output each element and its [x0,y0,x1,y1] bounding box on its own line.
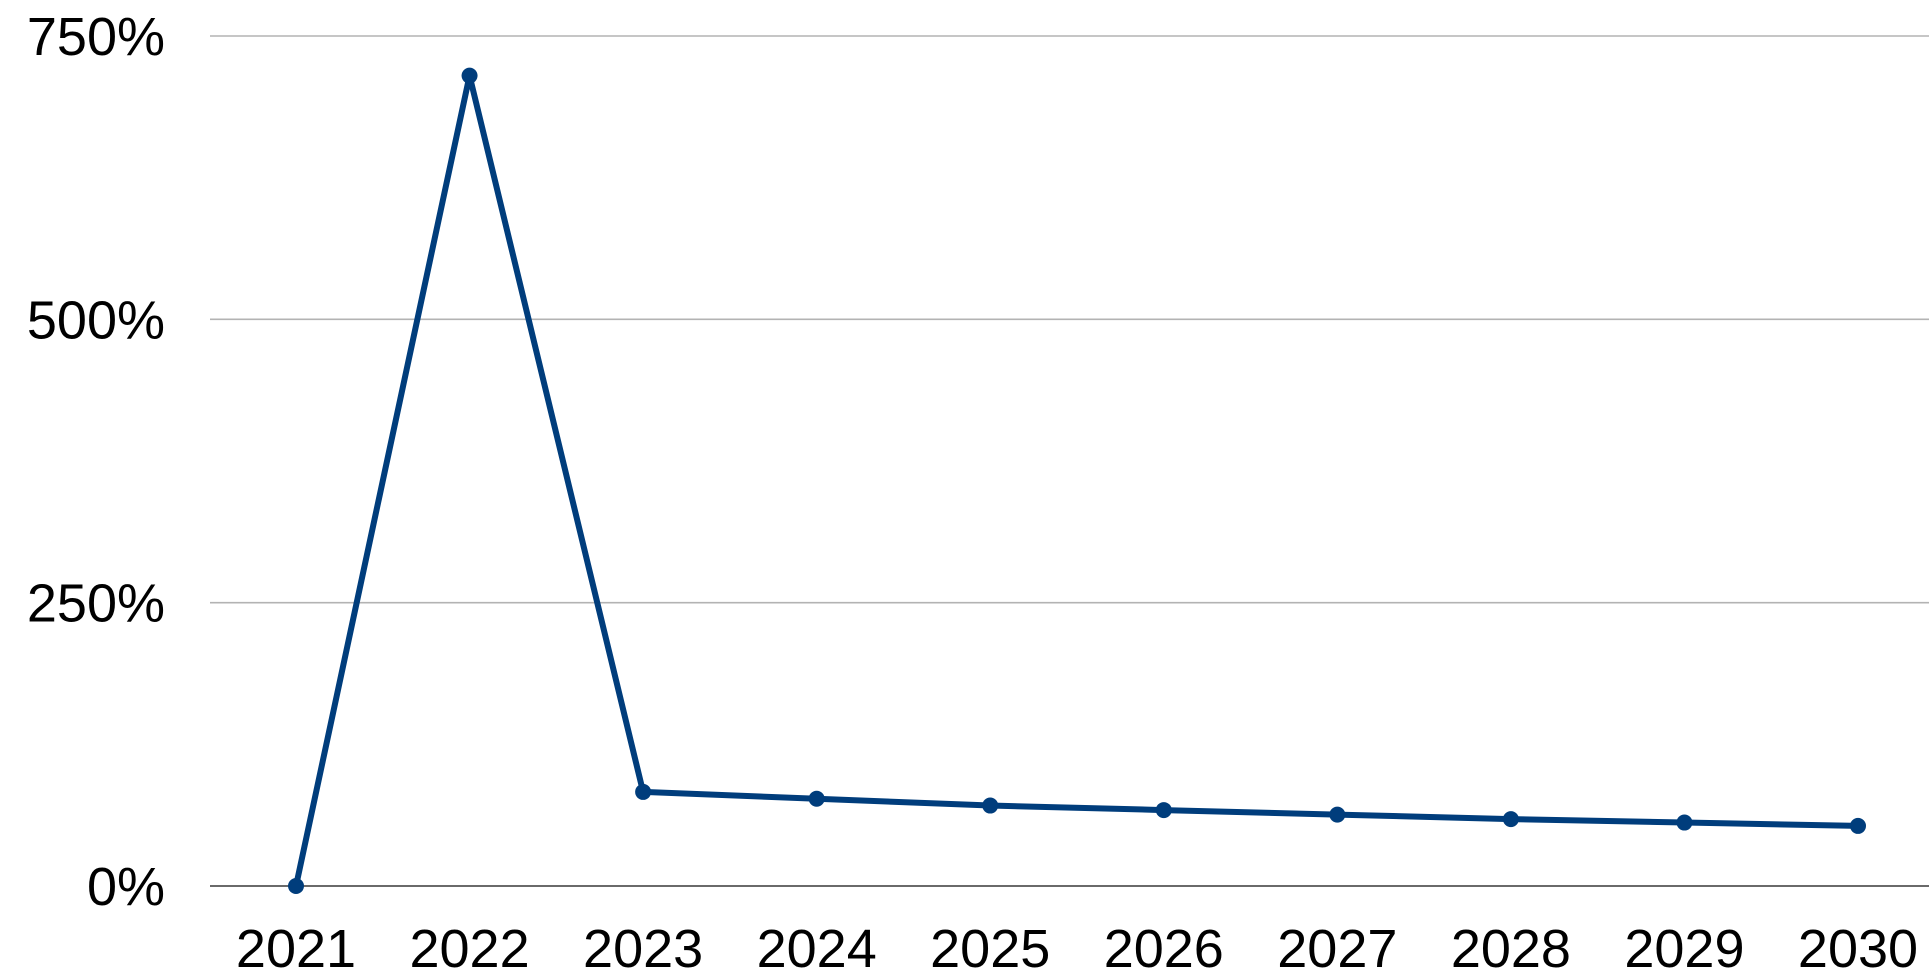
y-axis-tick-labels: 0% 250% 500% 750% [27,7,165,917]
series-line [293,72,1861,889]
data-point-2023 [635,783,652,800]
x-tick-label: 2026 [1104,919,1224,975]
data-point-2022 [461,67,478,84]
data-point-2024 [808,790,825,807]
x-axis-tick-labels: 2021 2022 2023 2024 2025 2026 2027 2028 2029 2030 [236,919,1918,975]
x-tick-label: 2029 [1624,919,1744,975]
series-group [288,67,1866,894]
data-point-2026 [1155,802,1172,819]
x-tick-label: 2028 [1451,919,1571,975]
data-point-2028 [1502,811,1519,828]
y-tick-label: 250% [27,574,165,634]
x-tick-label: 2024 [757,919,877,975]
x-tick-label: 2025 [930,919,1050,975]
x-tick-label: 2022 [409,919,529,975]
data-point-2030 [1850,817,1866,834]
x-tick-label: 2030 [1798,919,1918,975]
x-tick-label: 2021 [236,919,356,975]
data-point-2025 [982,797,999,814]
x-tick-label: 2027 [1277,919,1397,975]
y-tick-label: 500% [27,290,165,350]
data-point-2027 [1329,806,1346,823]
y-tick-label: 0% [87,857,165,917]
gridlines [210,35,1929,887]
data-point-2021 [288,878,304,894]
y-tick-label: 750% [27,7,165,67]
data-point-2029 [1676,814,1693,831]
x-tick-label: 2023 [583,919,703,975]
